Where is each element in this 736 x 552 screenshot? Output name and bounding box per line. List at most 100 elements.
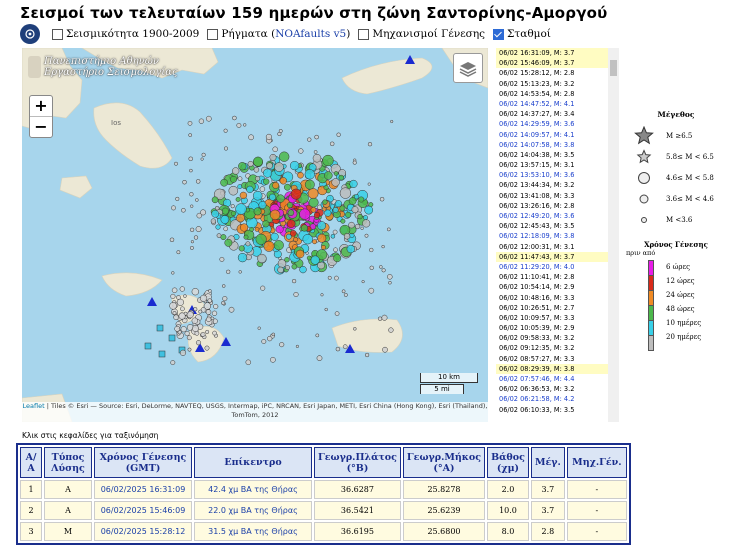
earthquake-marker[interactable] (285, 233, 292, 240)
earthquake-marker[interactable] (332, 229, 338, 235)
zoom-in-button[interactable]: + (34, 96, 48, 115)
earthquake-marker[interactable] (343, 292, 348, 297)
earthquake-marker[interactable] (237, 252, 248, 263)
earthquake-marker[interactable] (221, 300, 226, 306)
earthquake-marker[interactable] (201, 152, 206, 157)
earthquake-marker[interactable] (317, 221, 327, 231)
earthquake-marker[interactable] (333, 254, 342, 263)
earthquake-marker[interactable] (269, 209, 281, 220)
earthquake-marker[interactable] (379, 265, 383, 269)
quake-list-item[interactable]: 06/02 14:29:59, M: 3.6 (496, 119, 608, 129)
earthquake-marker[interactable] (286, 202, 294, 209)
earthquake-marker[interactable] (330, 234, 336, 239)
earthquake-marker[interactable] (388, 280, 392, 285)
earthquake-marker[interactable] (354, 194, 360, 200)
column-header[interactable]: Α/Α (20, 447, 42, 478)
earthquake-marker[interactable] (230, 204, 235, 209)
earthquake-marker[interactable] (171, 287, 178, 294)
earthquake-marker[interactable] (211, 209, 220, 218)
earthquake-marker[interactable] (388, 327, 394, 333)
earthquake-marker[interactable] (253, 156, 263, 167)
earthquake-marker[interactable] (205, 309, 212, 315)
earthquake-marker[interactable] (269, 153, 277, 161)
earthquake-marker[interactable] (338, 174, 345, 181)
column-header[interactable]: Χρόνος Γένεσης (GMT) (94, 447, 192, 478)
quake-list-item[interactable]: 06/02 14:07:58, M: 3.8 (496, 140, 608, 150)
quake-list-item[interactable]: 06/02 10:09:57, M: 3.3 (496, 313, 608, 323)
earthquake-marker[interactable] (186, 311, 194, 319)
earthquake-marker[interactable] (342, 344, 348, 350)
quake-list-item[interactable]: 06/02 14:53:54, M: 2.8 (496, 89, 608, 99)
earthquake-marker[interactable] (182, 179, 187, 185)
seismic-station-icon[interactable] (156, 324, 164, 332)
earthquake-marker[interactable] (289, 160, 300, 171)
earthquake-marker[interactable] (343, 233, 351, 240)
table-row[interactable]: 2 Α 06/02/2025 15:46:09 22.0 χμ ΒΑ της Θήρα… (20, 501, 627, 520)
earthquake-marker[interactable] (306, 255, 312, 261)
earthquake-marker[interactable] (334, 275, 339, 281)
earthquake-marker[interactable] (354, 223, 361, 230)
earthquake-marker[interactable] (324, 307, 328, 312)
earthquake-marker[interactable] (224, 238, 233, 247)
earthquake-marker[interactable] (235, 203, 247, 215)
quake-list-item[interactable]: 06/02 15:46:09, M: 3.7 (496, 58, 608, 69)
earthquake-marker[interactable] (221, 284, 226, 288)
seismicity-toggle[interactable]: Σεισμικότητα 1900-2009 (52, 28, 199, 40)
earthquake-marker[interactable] (329, 141, 335, 147)
earthquake-marker[interactable] (382, 346, 388, 353)
earthquake-marker[interactable] (191, 317, 198, 324)
earthquake-marker[interactable] (310, 206, 317, 213)
quake-list-item[interactable]: 06/02 09:58:33, M: 3.2 (496, 333, 608, 343)
earthquake-marker[interactable] (381, 244, 385, 249)
quake-list[interactable]: 06/02 16:31:09, M: 3.7 06/02 15:46:09, M:… (496, 48, 608, 422)
earthquake-marker[interactable] (299, 265, 307, 274)
earthquake-marker[interactable] (253, 207, 262, 216)
faults-checkbox[interactable] (207, 28, 219, 40)
earthquake-marker[interactable] (285, 265, 290, 271)
earthquake-marker[interactable] (239, 191, 248, 200)
earthquake-marker[interactable] (193, 307, 198, 312)
earthquake-marker[interactable] (364, 352, 370, 358)
earthquake-marker[interactable] (230, 210, 237, 217)
earthquake-marker[interactable] (312, 239, 318, 245)
earthquake-marker[interactable] (195, 198, 199, 202)
earthquake-marker[interactable] (361, 280, 365, 284)
earthquake-marker[interactable] (187, 120, 193, 126)
earthquake-marker[interactable] (253, 167, 260, 173)
earthquake-marker[interactable] (248, 134, 254, 141)
earthquake-marker[interactable] (223, 146, 229, 151)
mechanisms-checkbox[interactable] (358, 28, 370, 40)
earthquake-marker[interactable] (322, 199, 328, 205)
earthquake-marker[interactable] (221, 207, 229, 215)
earthquake-marker[interactable] (238, 162, 247, 171)
earthquake-marker[interactable] (211, 196, 219, 204)
earthquake-marker[interactable] (381, 314, 388, 321)
earthquake-marker[interactable] (266, 162, 273, 169)
earthquake-marker[interactable] (243, 234, 249, 240)
earthquake-marker[interactable] (390, 119, 394, 124)
earthquake-marker[interactable] (341, 289, 346, 294)
earthquake-marker[interactable] (314, 134, 319, 140)
earthquake-marker[interactable] (327, 275, 332, 280)
earthquake-marker[interactable] (249, 227, 254, 232)
earthquake-marker[interactable] (345, 211, 352, 218)
earthquake-marker[interactable] (316, 355, 323, 362)
quake-list-item[interactable]: 06/02 11:29:20, M: 4.0 (496, 262, 608, 272)
earthquake-marker[interactable] (200, 294, 208, 302)
seismic-station-icon[interactable] (345, 344, 355, 353)
earthquake-marker[interactable] (333, 171, 339, 176)
earthquake-marker[interactable] (339, 187, 352, 199)
earthquake-marker[interactable] (228, 185, 239, 196)
earthquake-marker[interactable] (287, 209, 295, 216)
earthquake-marker[interactable] (237, 176, 243, 182)
quake-list-item[interactable]: 06/02 13:41:08, M: 3.3 (496, 191, 608, 201)
earthquake-marker[interactable] (189, 168, 193, 173)
earthquake-marker[interactable] (377, 316, 383, 321)
earthquake-marker[interactable] (223, 128, 228, 133)
earthquake-marker[interactable] (236, 122, 242, 128)
quake-list-item[interactable]: 06/02 10:48:16, M: 3.3 (496, 293, 608, 303)
earthquake-marker[interactable] (308, 197, 319, 208)
table-row[interactable]: 1 Α 06/02/2025 16:31:09 42.4 χμ ΒΑ της Θήρα… (20, 480, 627, 499)
earthquake-marker[interactable] (334, 200, 343, 208)
earthquake-marker[interactable] (269, 221, 275, 227)
